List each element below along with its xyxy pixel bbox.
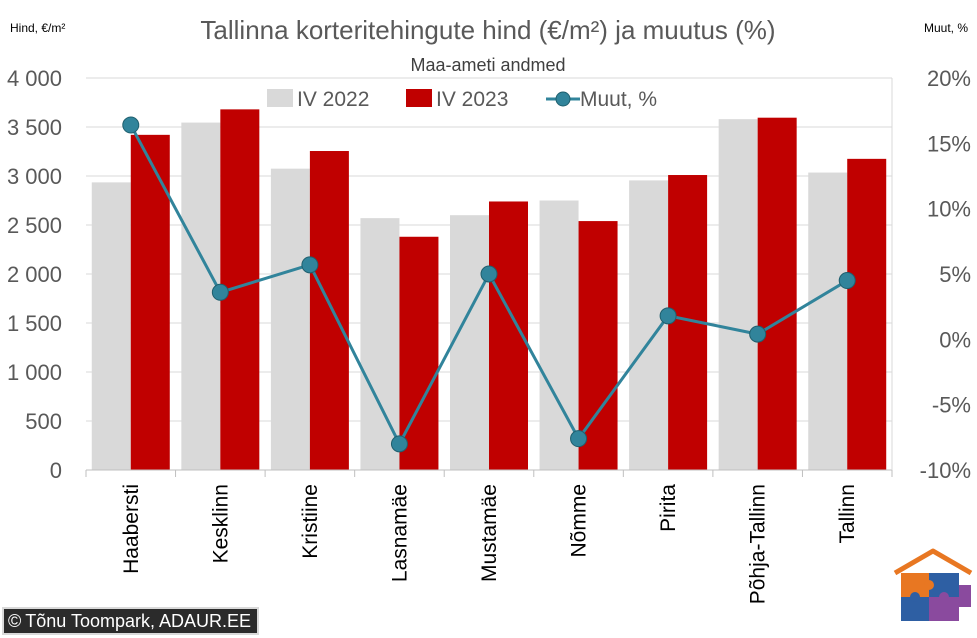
legend-label-iv-2023: IV 2023 (436, 88, 508, 111)
copyright-icon: © (8, 610, 22, 631)
y2-tick-label: 5% (939, 262, 971, 287)
bar-iv-2023-tallinn (847, 158, 887, 470)
left-axis-ticks: 0 500 1 000 1 500 2 000 2 500 3 000 3 500 4 000 (7, 66, 62, 483)
y-tick-label: 1 000 (7, 360, 62, 385)
house-puzzle-logo (893, 548, 973, 621)
bar-iv-2023-kristiine (309, 151, 349, 470)
bar-iv-2022-kristiine (270, 168, 310, 470)
y-tick-label: 1 500 (7, 311, 62, 336)
right-axis-ticks: -10% -5% 0% 5% 10% 15% 20% (920, 66, 971, 483)
y2-tick-label: -5% (932, 393, 971, 418)
x-category-label: Pirita (657, 484, 680, 532)
category-labels: Haabersti Kesklinn Kristiine Lasnamäe Mustam… (120, 484, 859, 605)
y-tick-label: 4 000 (7, 66, 62, 91)
credit-badge: © Tõnu Toompark, ADAUR.EE (2, 607, 260, 635)
y2-tick-label: 0% (939, 327, 971, 352)
y-tick-label: 3 500 (7, 115, 62, 140)
legend-swatch-iv-2022 (267, 89, 293, 107)
change-point-kesklinn (211, 283, 229, 301)
change-line (122, 116, 856, 453)
legend-label-muut: Muut, % (580, 88, 657, 111)
y2-tick-label: 15% (927, 131, 971, 156)
legend-swatch-marker (555, 91, 571, 107)
legend-swatch-iv-2023 (406, 89, 432, 107)
y-tick-label: 500 (25, 409, 62, 434)
change-point-pirita (659, 307, 677, 325)
y2-tick-label: 20% (927, 66, 971, 91)
change-point-kristiine (301, 256, 319, 274)
x-category-label: Põhja-Tallinn (747, 484, 770, 604)
y-tick-label: 2 500 (7, 213, 62, 238)
y-tick-label: 0 (50, 458, 62, 483)
change-point-lasnamäe (390, 435, 408, 453)
x-category-label: Haabersti (120, 484, 143, 574)
chart-subtitle: Maa-ameti andmed (410, 55, 565, 75)
x-category-label: Kristiine (299, 484, 322, 559)
x-category-label: Tallinn (836, 484, 859, 544)
x-category-label: Lasnamäe (388, 484, 411, 582)
y2-tick-label: -10% (920, 458, 971, 483)
x-category-label: Mustamäe (478, 484, 501, 582)
y-tick-label: 2 000 (7, 262, 62, 287)
bar-iv-2023-põhja-tallinn (757, 117, 797, 470)
y2-axis-label: Muut, % (924, 21, 968, 35)
legend: IV 2022 IV 2023 Muut, % (267, 88, 657, 111)
legend-label-iv-2022: IV 2022 (297, 88, 369, 111)
bar-iv-2022-põhja-tallinn (718, 119, 758, 470)
axes (85, 78, 893, 477)
bar-iv-2022-haabersti (91, 182, 131, 470)
change-point-tallinn (838, 272, 856, 290)
y2-tick-label: 10% (927, 197, 971, 222)
bars (91, 109, 887, 471)
bar-iv-2023-haabersti (130, 134, 170, 470)
x-category-label: Kesklinn (209, 484, 232, 563)
bar-iv-2022-mustamäe (450, 215, 489, 470)
change-point-põhja-tallinn (749, 325, 767, 343)
y-axis-label: Hind, €/m² (10, 21, 65, 35)
chart-title: Tallinna korteritehingute hind (€/m²) ja… (200, 15, 775, 45)
change-point-haabersti (122, 116, 140, 134)
change-point-nõmme (570, 430, 588, 448)
change-point-mustamäe (480, 265, 498, 283)
y-tick-label: 3 000 (7, 164, 62, 189)
x-category-label: Nõmme (568, 484, 591, 558)
credit-text: Tõnu Toompark, ADAUR.EE (25, 610, 252, 631)
bar-iv-2022-tallinn (808, 172, 848, 470)
